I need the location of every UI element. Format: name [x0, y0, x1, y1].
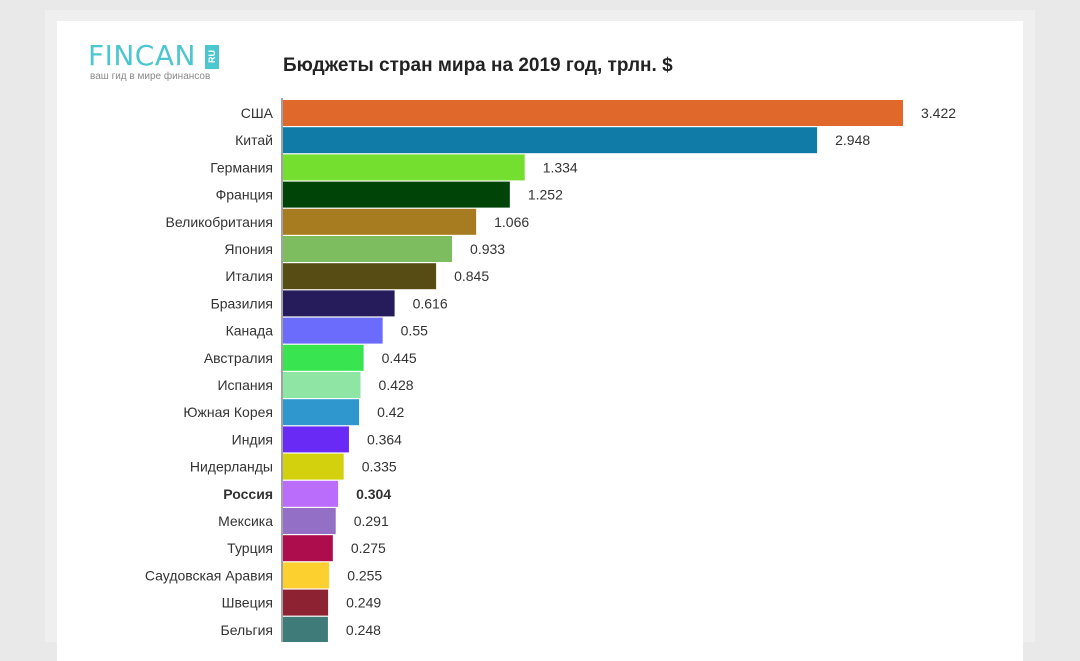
data-label: 3.422: [921, 105, 956, 121]
category-label: Мексика: [218, 513, 273, 529]
data-label: 1.066: [494, 214, 529, 230]
category-label: Канада: [226, 323, 274, 339]
data-label: 0.55: [401, 323, 428, 339]
data-label: 0.249: [346, 595, 381, 611]
data-label: 0.255: [347, 567, 382, 583]
data-label: 0.933: [470, 241, 505, 257]
fincan-logo: FINCAN RU ваш гид в мире финансов: [88, 40, 238, 84]
bar: [283, 100, 903, 126]
bar: [283, 208, 477, 235]
category-label: Испания: [217, 377, 273, 393]
category-label: Турция: [227, 540, 273, 556]
category-label: Нидерланды: [190, 459, 273, 475]
bar-chart: США 3.422 Китай 2.948 Германия 1.334 Франция 1.…: [145, 98, 956, 642]
data-label: 0.335: [362, 459, 397, 475]
category-label: Саудовская Аравия: [145, 567, 273, 583]
category-label: Германия: [210, 159, 273, 175]
bar: [283, 344, 364, 371]
category-label: Бразилия: [211, 295, 273, 311]
bar: [283, 535, 333, 562]
data-label: 0.248: [346, 622, 381, 638]
data-label: 0.364: [367, 431, 402, 447]
bar: [283, 426, 349, 453]
data-label: 0.275: [351, 540, 386, 556]
category-label: Италия: [225, 268, 273, 284]
bar: [283, 181, 510, 208]
data-label: 2.948: [835, 132, 870, 148]
bar: [283, 154, 525, 181]
bar: [283, 562, 330, 589]
bar: [283, 290, 395, 317]
data-label: 0.304: [356, 486, 391, 502]
category-label: Швеция: [222, 595, 273, 611]
bar: [283, 589, 329, 616]
data-label: 0.845: [454, 268, 489, 284]
bar: [283, 508, 336, 534]
data-label: 0.428: [379, 377, 414, 393]
bar: [283, 236, 453, 262]
category-label: Южная Корея: [183, 404, 273, 420]
bar: [283, 480, 339, 507]
frame-border-left: [45, 10, 57, 642]
data-label: 1.252: [528, 187, 563, 203]
bar: [283, 317, 383, 344]
data-label: 0.291: [354, 513, 389, 529]
category-label: США: [241, 105, 274, 121]
bar: [283, 399, 360, 426]
category-label: Австралия: [204, 350, 273, 366]
category-label: Индия: [232, 431, 273, 447]
category-label: Япония: [224, 241, 273, 257]
frame-border-top: [45, 10, 1035, 21]
frame-border-right: [1023, 10, 1035, 642]
category-label: Бельгия: [221, 622, 273, 638]
category-label: Франция: [216, 187, 273, 203]
data-label: 0.445: [382, 350, 417, 366]
data-label: 0.42: [377, 404, 404, 420]
bar: [283, 453, 344, 480]
bar: [283, 616, 328, 642]
chart-title: Бюджеты стран мира на 2019 год, трлн. $: [283, 55, 673, 76]
logo-tagline: ваш гид в мире финансов: [90, 71, 211, 82]
logo-wordmark: FINCAN: [88, 39, 196, 72]
category-label: Великобритания: [165, 214, 273, 230]
bar: [283, 127, 818, 154]
data-label: 1.334: [543, 159, 578, 175]
category-label: Россия: [223, 486, 273, 502]
bar: [283, 372, 361, 398]
category-label: Китай: [235, 132, 273, 148]
bar: [283, 263, 437, 290]
data-label: 0.616: [413, 295, 448, 311]
